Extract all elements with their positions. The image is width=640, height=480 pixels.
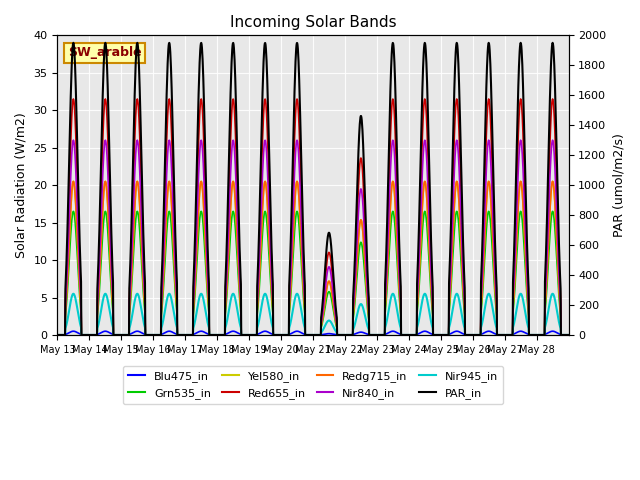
Grn535_in (290, 240, 298, 246)
PAR_in (564, 332, 572, 338)
Nir840_in (134, 138, 141, 144)
Line: Nir840_in: Nir840_in (58, 140, 568, 335)
Nir945_in (559, 332, 566, 338)
Yel580_in (433, 332, 441, 338)
Y-axis label: PAR (umol/m2/s): PAR (umol/m2/s) (612, 133, 625, 237)
Yel580_in (564, 332, 572, 338)
Nir945_in (290, 301, 298, 307)
PAR_in (300, 246, 307, 252)
Redg715_in (564, 332, 572, 338)
Line: Nir945_in: Nir945_in (58, 294, 568, 335)
Yel580_in (70, 179, 77, 184)
Redg715_in (433, 332, 441, 338)
Grn535_in (508, 332, 516, 338)
Red655_in (134, 97, 141, 103)
Line: PAR_in: PAR_in (58, 43, 568, 335)
Blu475_in (290, 329, 298, 335)
Grn535_in (300, 296, 307, 301)
Redg715_in (300, 287, 307, 292)
Nir840_in (54, 332, 61, 338)
Red655_in (559, 332, 566, 338)
Nir840_in (433, 332, 441, 338)
Yel580_in (54, 332, 61, 338)
Nir945_in (54, 332, 61, 338)
Line: Grn535_in: Grn535_in (58, 211, 568, 335)
Red655_in (508, 332, 516, 338)
Yel580_in (134, 179, 141, 185)
Red655_in (564, 332, 572, 338)
Red655_in (70, 96, 77, 102)
Line: Red655_in: Red655_in (58, 99, 568, 335)
Nir945_in (433, 332, 441, 338)
Nir840_in (70, 137, 77, 143)
Blu475_in (559, 332, 566, 338)
Grn535_in (564, 332, 572, 338)
Grn535_in (134, 209, 141, 215)
PAR_in (70, 40, 77, 46)
Yel580_in (508, 332, 516, 338)
Nir840_in (290, 187, 298, 192)
Grn535_in (559, 332, 566, 338)
Yel580_in (300, 287, 307, 292)
Grn535_in (70, 208, 77, 214)
Nir945_in (508, 332, 516, 338)
Blu475_in (433, 332, 441, 338)
Nir840_in (559, 332, 566, 338)
Title: Incoming Solar Bands: Incoming Solar Bands (230, 15, 396, 30)
Blu475_in (508, 332, 516, 338)
Grn535_in (433, 332, 441, 338)
Nir945_in (134, 291, 141, 297)
Nir840_in (508, 332, 516, 338)
PAR_in (433, 332, 441, 338)
Redg715_in (70, 179, 77, 184)
Grn535_in (54, 332, 61, 338)
Line: Blu475_in: Blu475_in (58, 331, 568, 335)
Redg715_in (54, 332, 61, 338)
Redg715_in (508, 332, 516, 338)
PAR_in (508, 332, 516, 338)
Text: SW_arable: SW_arable (68, 46, 141, 60)
Yel580_in (290, 217, 298, 223)
Yel580_in (559, 332, 566, 338)
PAR_in (559, 332, 566, 338)
Nir840_in (300, 275, 307, 280)
PAR_in (54, 332, 61, 338)
Blu475_in (70, 328, 77, 334)
Redg715_in (559, 332, 566, 338)
Nir840_in (564, 332, 572, 338)
Blu475_in (564, 332, 572, 338)
Line: Redg715_in: Redg715_in (58, 181, 568, 335)
Red655_in (300, 262, 307, 268)
Nir945_in (70, 291, 77, 297)
Blu475_in (300, 331, 307, 337)
Red655_in (54, 332, 61, 338)
Red655_in (433, 332, 441, 338)
Red655_in (290, 156, 298, 162)
Blu475_in (54, 332, 61, 338)
Nir945_in (564, 332, 572, 338)
Line: Yel580_in: Yel580_in (58, 181, 568, 335)
Blu475_in (134, 328, 141, 334)
Legend: Blu475_in, Grn535_in, Yel580_in, Red655_in, Redg715_in, Nir840_in, Nir945_in, PA: Blu475_in, Grn535_in, Yel580_in, Red655_… (123, 366, 503, 404)
Redg715_in (134, 179, 141, 185)
Nir945_in (300, 320, 307, 325)
PAR_in (290, 114, 298, 120)
Y-axis label: Solar Radiation (W/m2): Solar Radiation (W/m2) (15, 112, 28, 258)
PAR_in (134, 41, 141, 47)
Redg715_in (290, 217, 298, 223)
